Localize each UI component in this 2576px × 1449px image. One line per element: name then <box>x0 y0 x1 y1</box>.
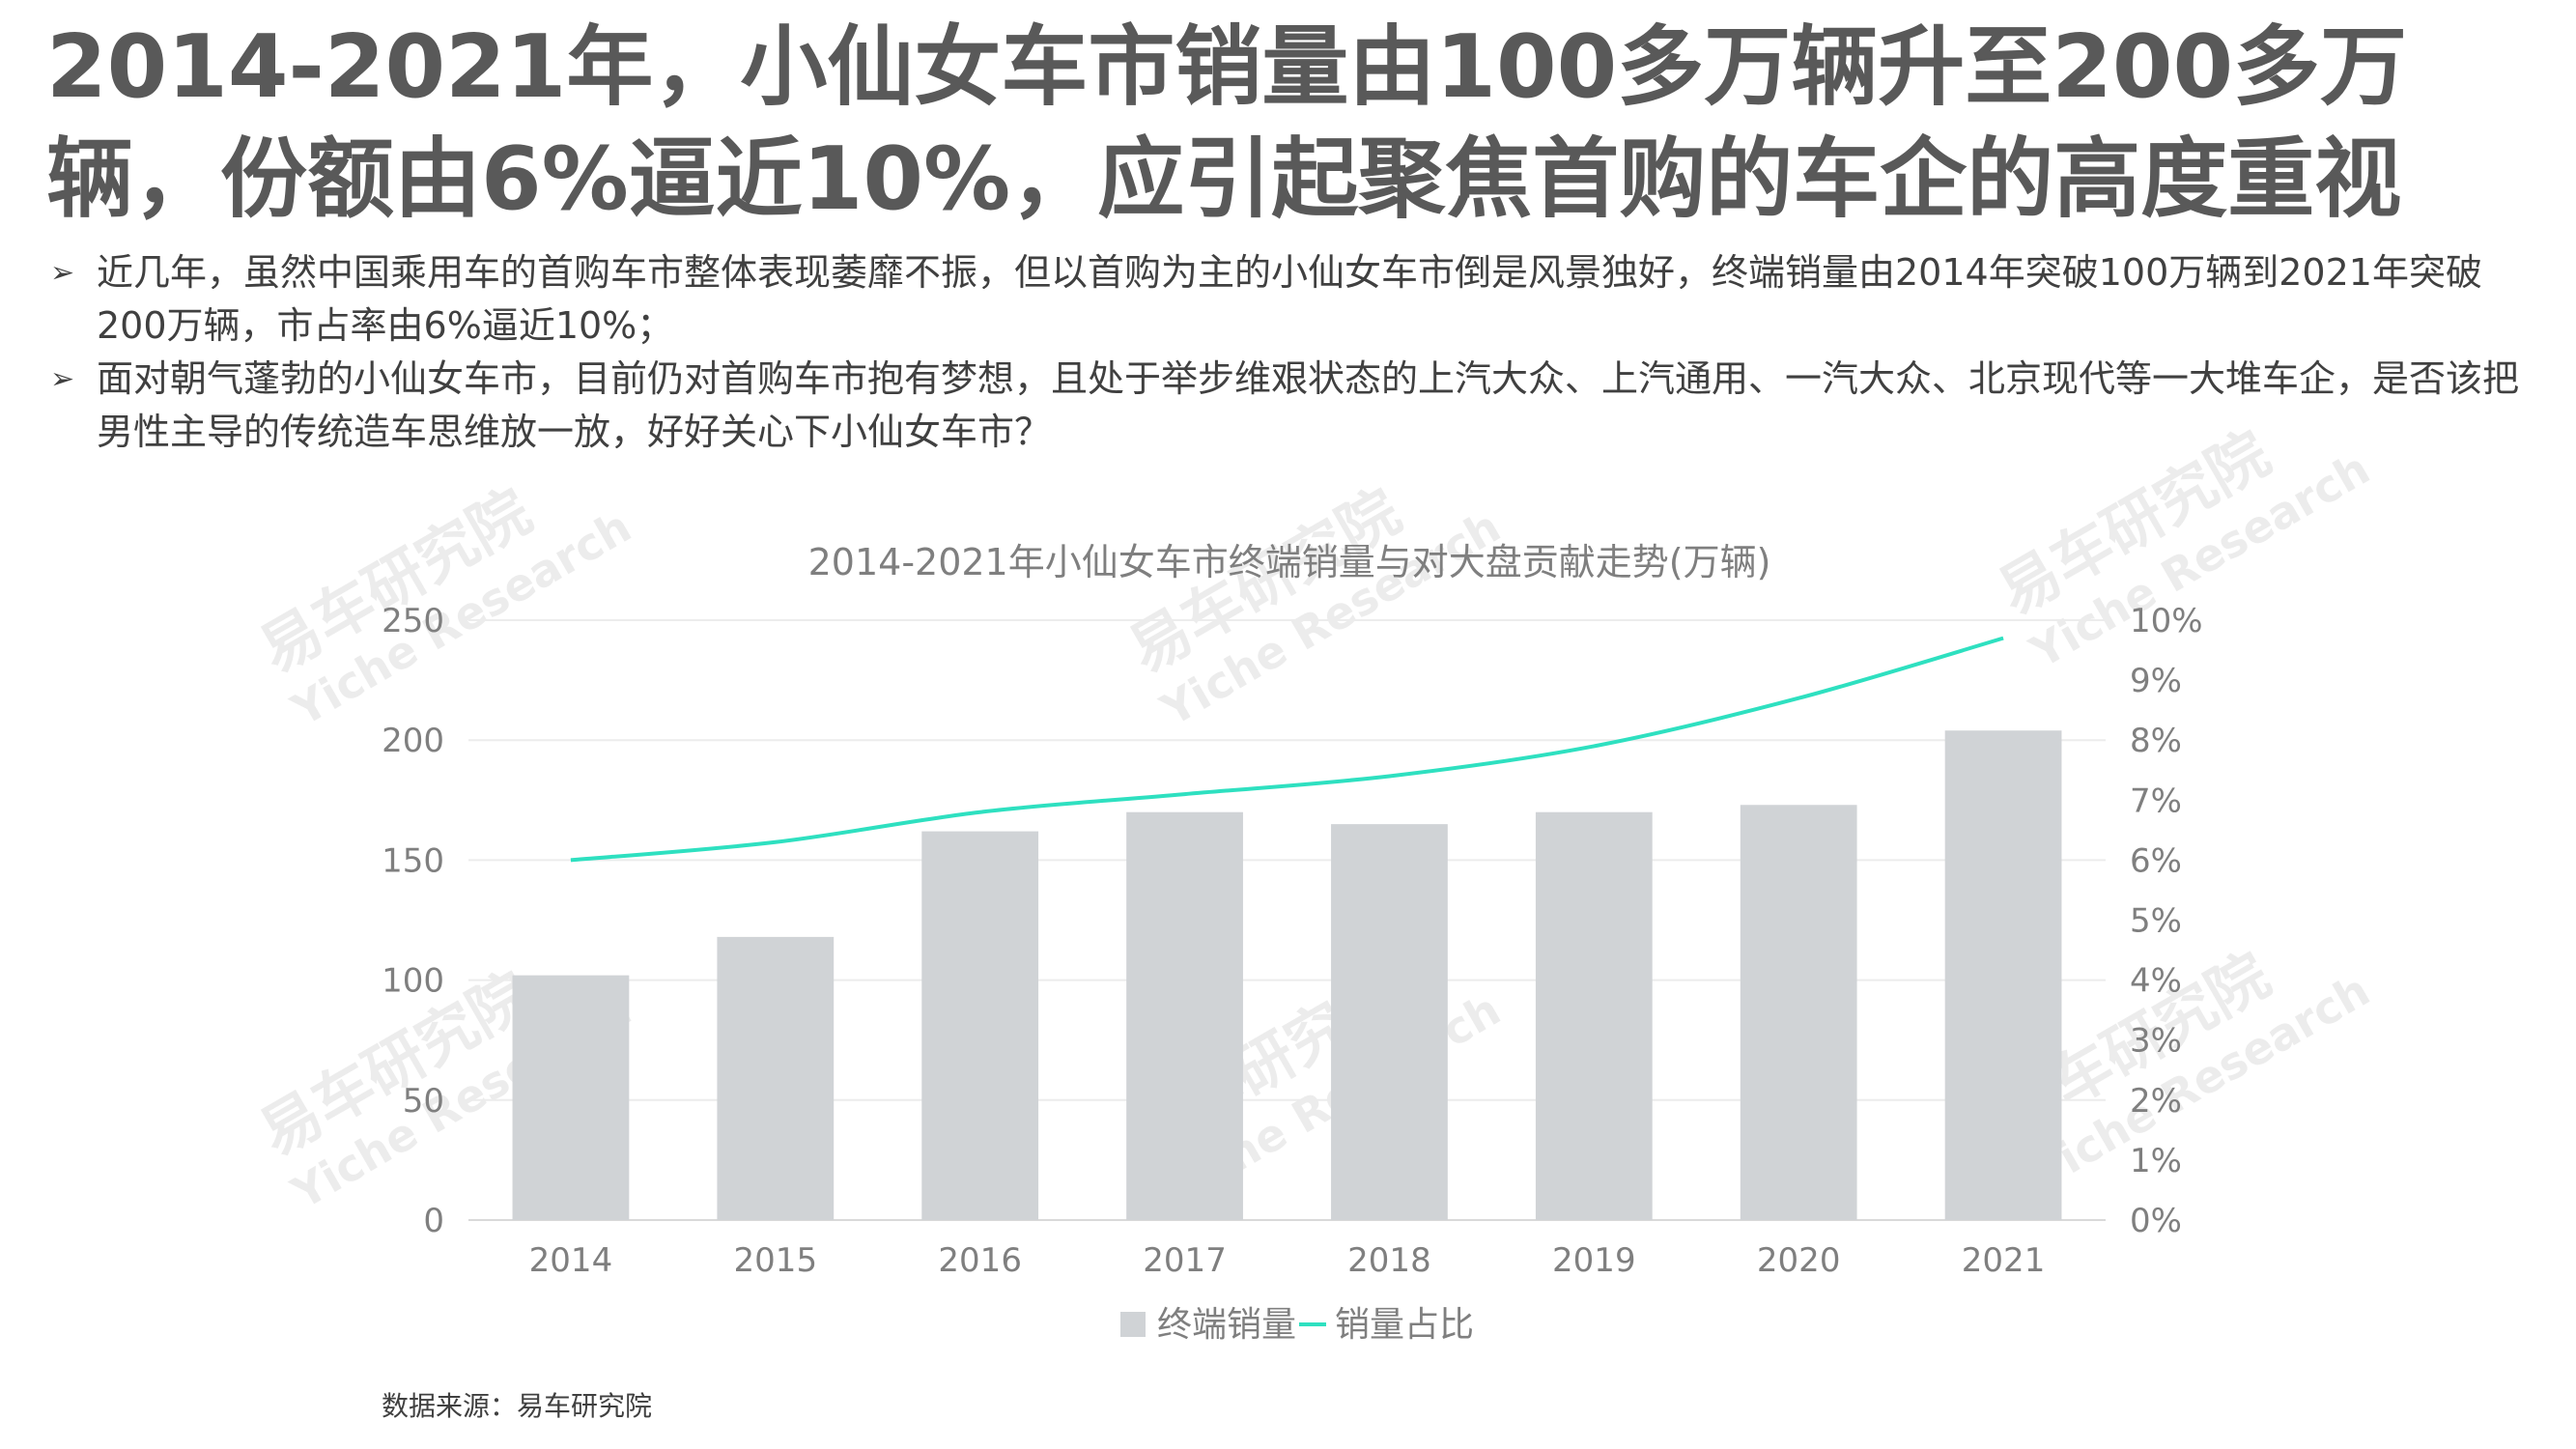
y-right-tick-label: 5% <box>2130 902 2182 941</box>
arrow-bullet-icon: ➢ <box>50 256 75 290</box>
line-series <box>570 636 2004 863</box>
x-tick-label: 2019 <box>1552 1241 1636 1280</box>
page-title: 2014-2021年，小仙女车市销量由100多万辆升至200多万辆，份额由6%逼… <box>46 16 2408 230</box>
y-right-tick-label: 7% <box>2130 781 2182 820</box>
y-right-tick-label: 8% <box>2130 722 2182 760</box>
y-right-tick-label: 9% <box>2130 662 2182 700</box>
bullet-list: ➢ 近几年，虽然中国乘用车的首购车市整体表现萎靡不振，但以首购为主的小仙女车市倒… <box>50 246 2533 459</box>
y-left-tick-label: 250 <box>382 602 444 640</box>
x-tick-label: 2016 <box>938 1241 1022 1280</box>
y-right-tick-label: 1% <box>2130 1142 2182 1180</box>
arrow-bullet-icon: ➢ <box>50 362 75 396</box>
y-right-tick-label: 0% <box>2130 1202 2182 1240</box>
bar <box>921 831 1039 1220</box>
x-tick-label: 2014 <box>529 1241 613 1280</box>
x-tick-label: 2018 <box>1347 1241 1431 1280</box>
share-line <box>570 636 2004 863</box>
source-note: 数据来源：易车研究院 <box>382 1390 653 1422</box>
y-right-tick-label: 10% <box>2130 602 2203 640</box>
y-left-tick-label: 100 <box>382 962 444 1001</box>
y-right-tick-label: 4% <box>2130 962 2182 1001</box>
axis-labels: 0 50 100 150 200 250 0% 1% 2% 3% 4% 5% 6% 7% 8% 9% 10% 20… <box>382 602 2202 1280</box>
bar <box>1126 811 1243 1220</box>
legend-swatch-bar <box>1120 1312 1146 1337</box>
y-right-tick-label: 6% <box>2130 841 2182 880</box>
bar <box>1535 811 1653 1220</box>
bullet-item: ➢ 近几年，虽然中国乘用车的首购车市整体表现萎靡不振，但以首购为主的小仙女车市倒… <box>50 246 2533 353</box>
y-right-tick-label: 3% <box>2130 1022 2182 1061</box>
bar <box>1944 730 2062 1220</box>
bullet-item: ➢ 面对朝气蓬勃的小仙女车市，目前仍对首购车市抱有梦想，且处于举步维艰状态的上汽… <box>50 353 2533 459</box>
x-tick-label: 2017 <box>1143 1241 1227 1280</box>
x-tick-label: 2021 <box>1962 1241 2046 1280</box>
legend-label: 终端销量 <box>1157 1305 1296 1345</box>
bar <box>1740 805 1857 1220</box>
x-tick-label: 2015 <box>734 1241 818 1280</box>
x-tick-label: 2020 <box>1757 1241 1841 1280</box>
bar <box>512 975 630 1220</box>
bullet-text: 近几年，虽然中国乘用车的首购车市整体表现萎靡不振，但以首购为主的小仙女车市倒是风… <box>97 251 2482 347</box>
y-left-tick-label: 200 <box>382 722 444 760</box>
bar <box>717 936 835 1220</box>
y-left-tick-label: 150 <box>382 841 444 880</box>
bullet-text: 面对朝气蓬勃的小仙女车市，目前仍对首购车市抱有梦想，且处于举步维艰状态的上汽大众… <box>97 357 2520 453</box>
chart-legend: 终端销量 销量占比 <box>1120 1305 1474 1345</box>
bar <box>1331 824 1448 1220</box>
y-left-tick-label: 50 <box>403 1082 444 1121</box>
legend-label: 销量占比 <box>1335 1305 1474 1345</box>
chart-title: 2014-2021年小仙女车市终端销量与对大盘贡献走势(万辆) <box>808 541 1771 583</box>
y-right-tick-label: 2% <box>2130 1082 2182 1121</box>
y-left-tick-label: 0 <box>423 1202 444 1240</box>
bar-series <box>512 730 2062 1220</box>
